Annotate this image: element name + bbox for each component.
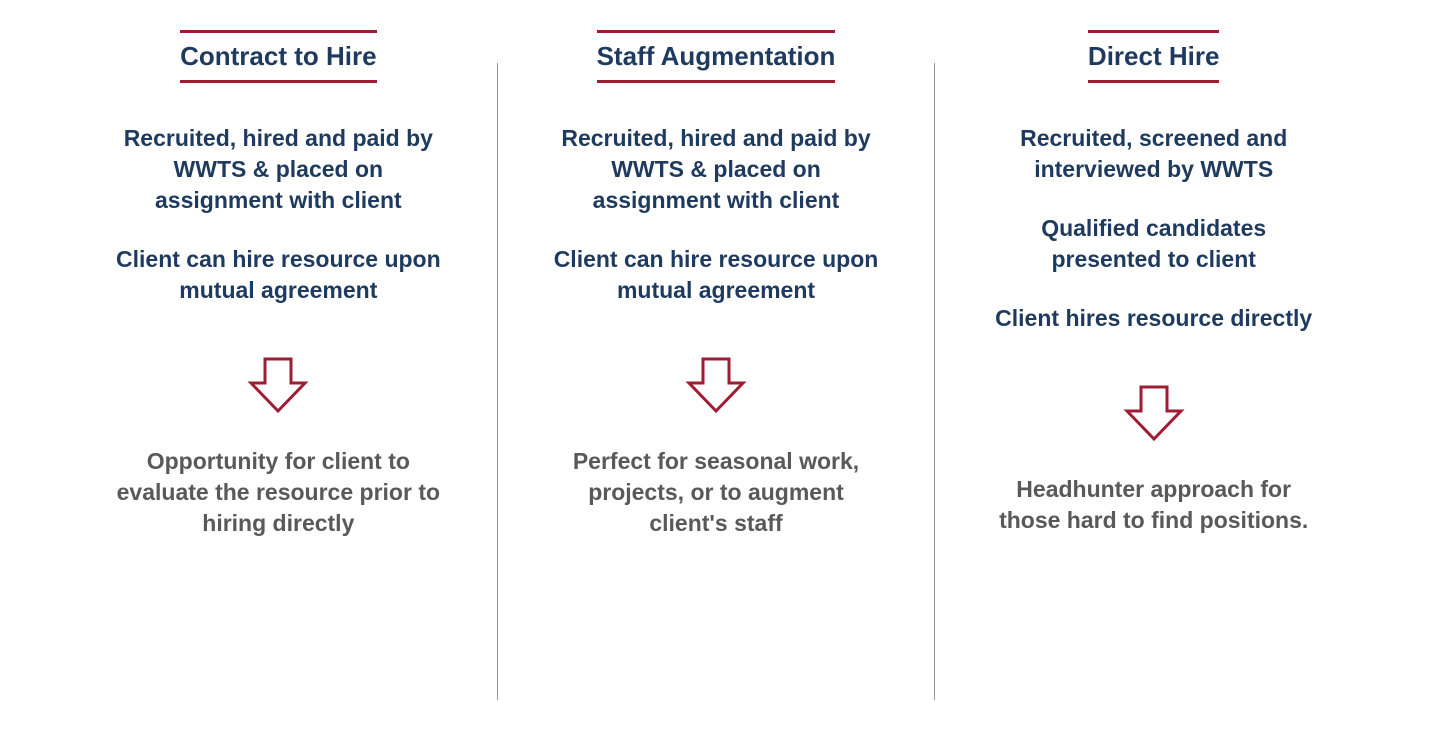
column-title: Contract to Hire (180, 41, 376, 72)
column-title: Direct Hire (1088, 41, 1220, 72)
title-wrapper: Staff Augmentation (597, 30, 836, 83)
description-text: Client hires resource directly (985, 303, 1322, 334)
infographic-container: Contract to Hire Recruited, hired and pa… (60, 30, 1372, 723)
footer-text: Perfect for seasonal work, projects, or … (548, 446, 885, 539)
description-text: Recruited, hired and paid by WWTS & plac… (110, 123, 447, 216)
column-staff-augmentation: Staff Augmentation Recruited, hired and … (498, 30, 935, 723)
column-title: Staff Augmentation (597, 41, 836, 72)
column-contract-to-hire: Contract to Hire Recruited, hired and pa… (60, 30, 497, 723)
description-text: Recruited, hired and paid by WWTS & plac… (548, 123, 885, 216)
footer-text: Headhunter approach for those hard to fi… (985, 474, 1322, 536)
arrow-down-icon (681, 351, 751, 421)
arrow-down-icon (243, 351, 313, 421)
description-text: Client can hire resource upon mutual agr… (548, 244, 885, 306)
descriptions-block: Recruited, screened and interviewed by W… (985, 123, 1322, 334)
description-text: Client can hire resource upon mutual agr… (110, 244, 447, 306)
description-text: Qualified candidates presented to client (985, 213, 1322, 275)
column-direct-hire: Direct Hire Recruited, screened and inte… (935, 30, 1372, 723)
descriptions-block: Recruited, hired and paid by WWTS & plac… (548, 123, 885, 306)
arrow-down-icon (1119, 379, 1189, 449)
footer-text: Opportunity for client to evaluate the r… (110, 446, 447, 539)
title-wrapper: Contract to Hire (180, 30, 376, 83)
title-wrapper: Direct Hire (1088, 30, 1220, 83)
description-text: Recruited, screened and interviewed by W… (985, 123, 1322, 185)
descriptions-block: Recruited, hired and paid by WWTS & plac… (110, 123, 447, 306)
